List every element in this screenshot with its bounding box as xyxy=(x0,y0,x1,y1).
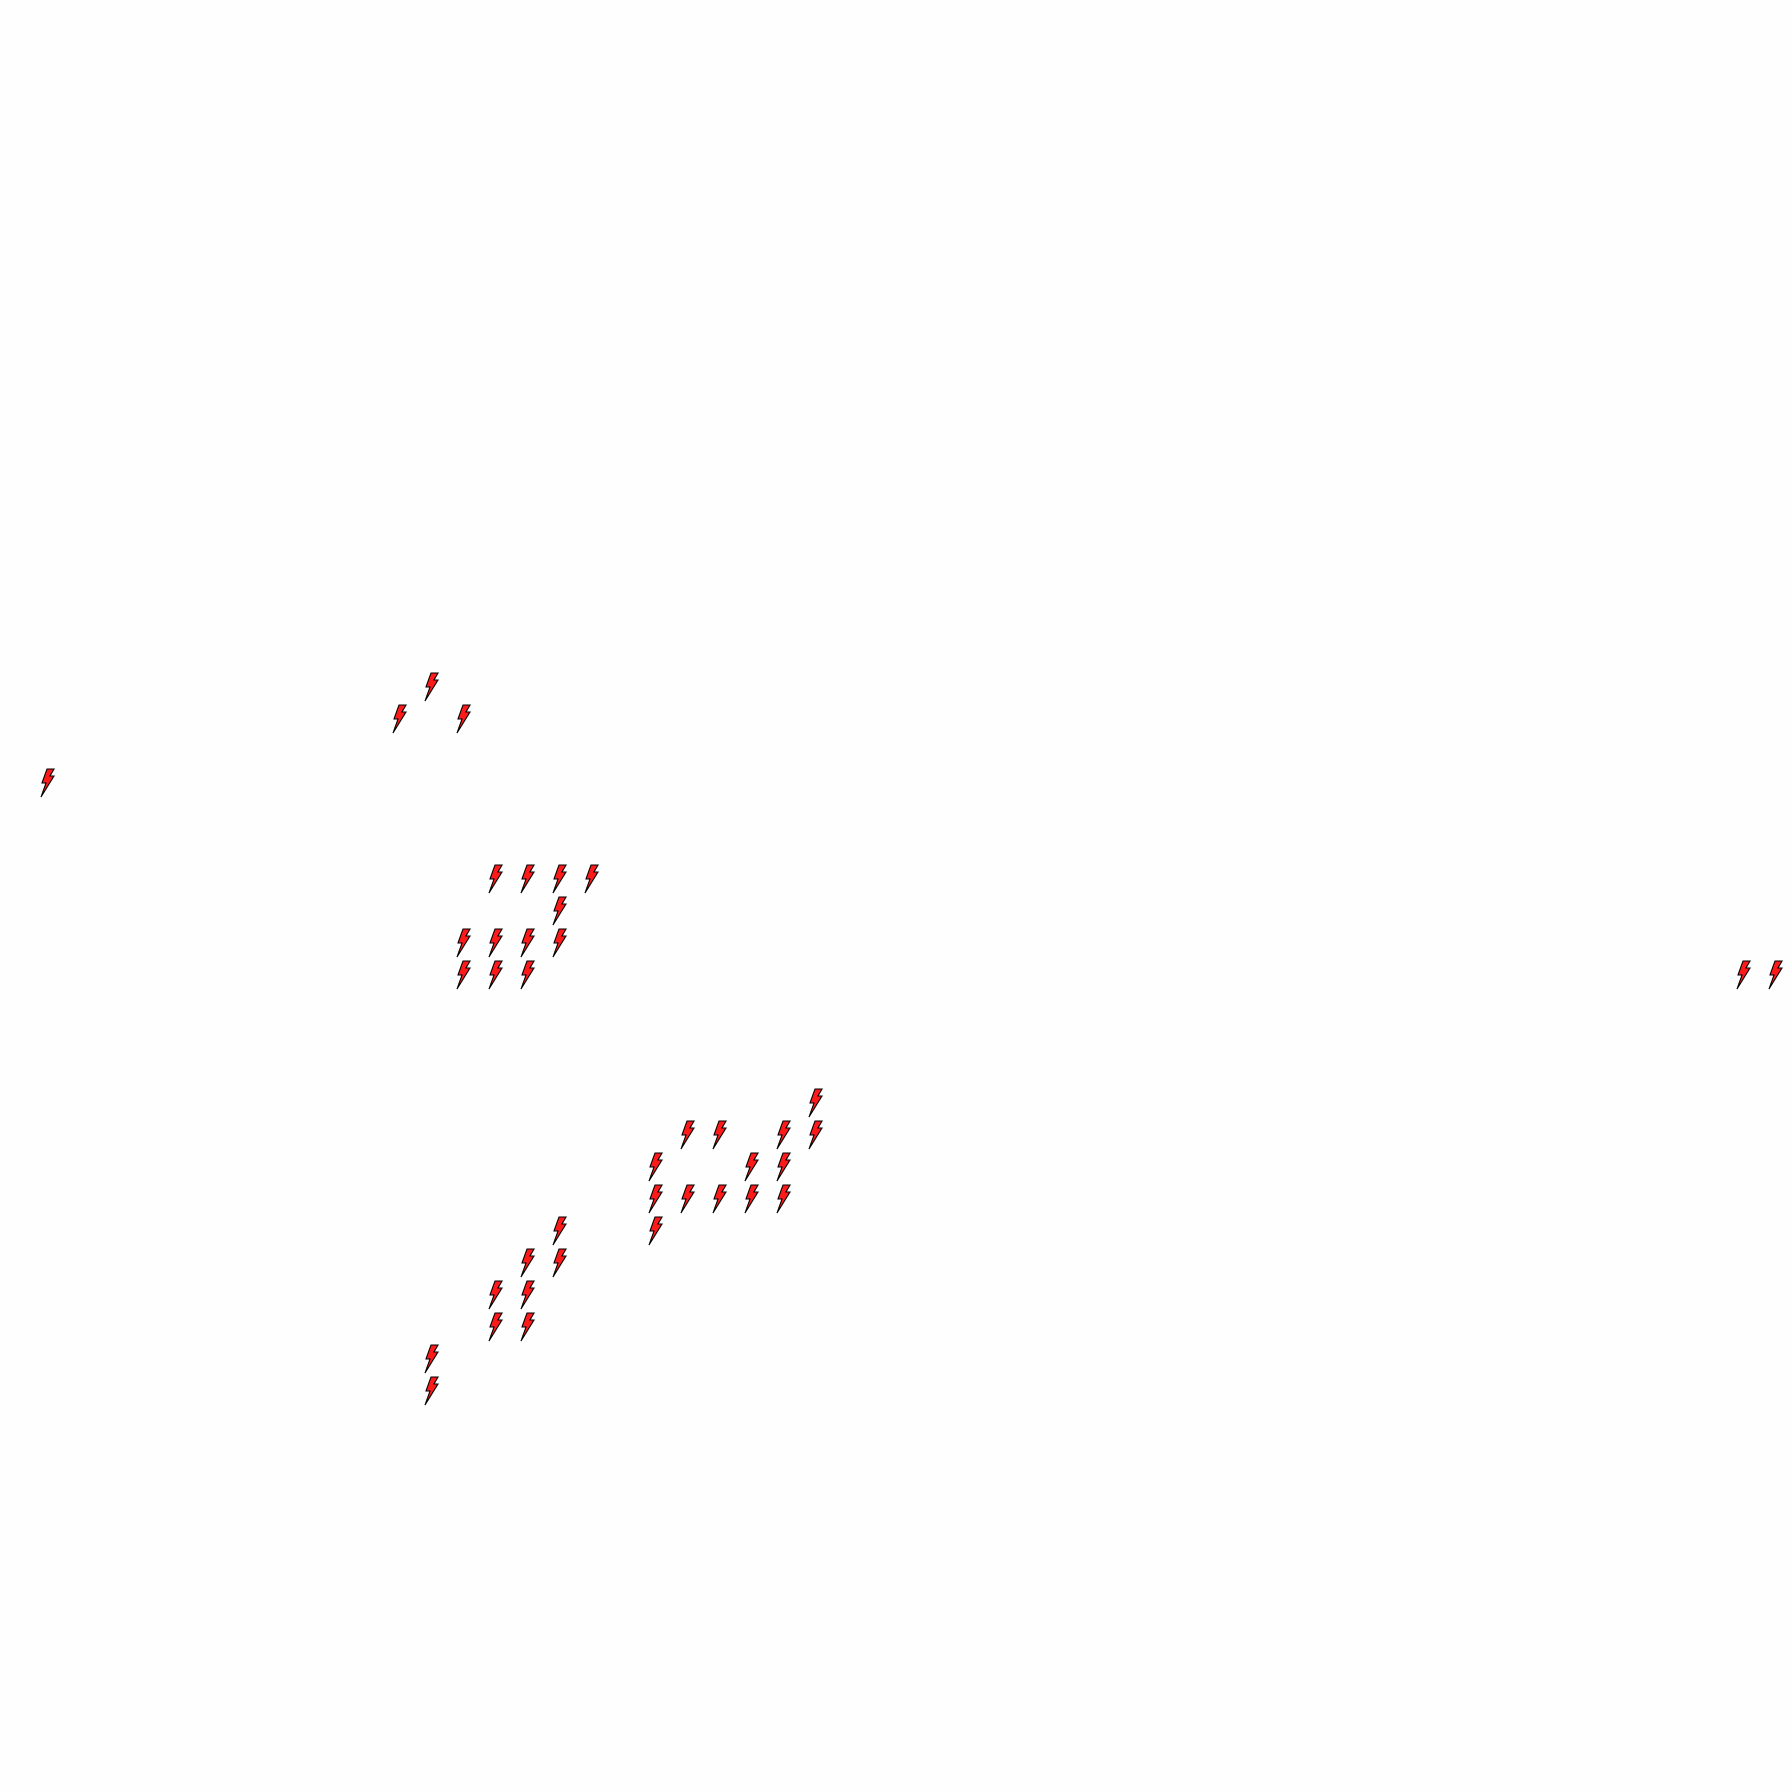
map-marker[interactable] xyxy=(423,672,441,702)
map-marker[interactable] xyxy=(679,1120,697,1150)
lightning-bolt-icon xyxy=(648,1152,663,1182)
lightning-bolt-icon xyxy=(40,768,55,798)
lightning-bolt-icon xyxy=(488,1280,503,1310)
map-marker[interactable] xyxy=(455,704,473,734)
map-marker[interactable] xyxy=(39,768,57,798)
map-marker[interactable] xyxy=(519,1248,537,1278)
lightning-bolt-icon xyxy=(488,928,503,958)
map-marker[interactable] xyxy=(487,960,505,990)
lightning-bolt-icon xyxy=(808,1120,823,1150)
lightning-bolt-icon xyxy=(648,1184,663,1214)
lightning-bolt-icon xyxy=(424,1344,439,1374)
map-marker[interactable] xyxy=(1735,960,1753,990)
lightning-bolt-icon xyxy=(392,704,407,734)
map-marker[interactable] xyxy=(647,1216,665,1246)
lightning-bolt-icon xyxy=(744,1184,759,1214)
map-marker[interactable] xyxy=(743,1184,761,1214)
map-marker[interactable] xyxy=(775,1152,793,1182)
map-marker[interactable] xyxy=(711,1184,729,1214)
lightning-bolt-icon xyxy=(744,1152,759,1182)
lightning-bolt-icon xyxy=(552,896,567,926)
map-marker[interactable] xyxy=(647,1152,665,1182)
map-marker[interactable] xyxy=(487,928,505,958)
lightning-bolt-icon xyxy=(520,928,535,958)
map-marker[interactable] xyxy=(519,1280,537,1310)
lightning-bolt-icon xyxy=(776,1120,791,1150)
map-marker[interactable] xyxy=(423,1376,441,1406)
map-marker[interactable] xyxy=(455,960,473,990)
lightning-bolt-icon xyxy=(648,1216,663,1246)
lightning-bolt-icon xyxy=(456,704,471,734)
map-marker[interactable] xyxy=(775,1184,793,1214)
lightning-bolt-icon xyxy=(456,960,471,990)
map-marker[interactable] xyxy=(807,1120,825,1150)
lightning-bolt-icon xyxy=(552,928,567,958)
map-marker[interactable] xyxy=(551,1248,569,1278)
lightning-bolt-icon xyxy=(424,672,439,702)
lightning-bolt-icon xyxy=(424,1376,439,1406)
map-marker[interactable] xyxy=(647,1184,665,1214)
lightning-bolt-icon xyxy=(552,864,567,894)
map-marker[interactable] xyxy=(679,1184,697,1214)
map-marker[interactable] xyxy=(519,864,537,894)
map-marker[interactable] xyxy=(423,1344,441,1374)
lightning-bolt-icon xyxy=(456,928,471,958)
map-marker[interactable] xyxy=(551,896,569,926)
lightning-bolt-icon xyxy=(520,1312,535,1342)
map-marker[interactable] xyxy=(743,1152,761,1182)
lightning-bolt-icon xyxy=(712,1120,727,1150)
map-marker[interactable] xyxy=(455,928,473,958)
map-marker[interactable] xyxy=(487,1280,505,1310)
lightning-bolt-icon xyxy=(488,864,503,894)
lightning-bolt-icon xyxy=(584,864,599,894)
lightning-bolt-icon xyxy=(712,1184,727,1214)
lightning-bolt-icon xyxy=(488,1312,503,1342)
map-marker[interactable] xyxy=(711,1120,729,1150)
lightning-bolt-icon xyxy=(680,1184,695,1214)
lightning-bolt-icon xyxy=(520,864,535,894)
map-marker[interactable] xyxy=(551,928,569,958)
map-marker[interactable] xyxy=(487,1312,505,1342)
map-marker[interactable] xyxy=(1767,960,1785,990)
map-marker[interactable] xyxy=(775,1120,793,1150)
lightning-bolt-icon xyxy=(776,1152,791,1182)
lightning-bolt-icon xyxy=(552,1216,567,1246)
lightning-bolt-icon xyxy=(1736,960,1751,990)
map-marker[interactable] xyxy=(519,960,537,990)
map-marker[interactable] xyxy=(519,1312,537,1342)
map-marker[interactable] xyxy=(551,864,569,894)
map-marker[interactable] xyxy=(391,704,409,734)
map-marker[interactable] xyxy=(487,864,505,894)
lightning-bolt-icon xyxy=(488,960,503,990)
lightning-bolt-icon xyxy=(776,1184,791,1214)
lightning-bolt-icon xyxy=(808,1088,823,1118)
map-marker[interactable] xyxy=(551,1216,569,1246)
map-marker[interactable] xyxy=(583,864,601,894)
map-marker[interactable] xyxy=(519,928,537,958)
map-marker[interactable] xyxy=(807,1088,825,1118)
lightning-bolt-icon xyxy=(520,1248,535,1278)
lightning-bolt-icon xyxy=(680,1120,695,1150)
lightning-bolt-icon xyxy=(1768,960,1783,990)
lightning-bolt-icon xyxy=(520,960,535,990)
lightning-bolt-icon xyxy=(520,1280,535,1310)
lightning-bolt-icon xyxy=(552,1248,567,1278)
